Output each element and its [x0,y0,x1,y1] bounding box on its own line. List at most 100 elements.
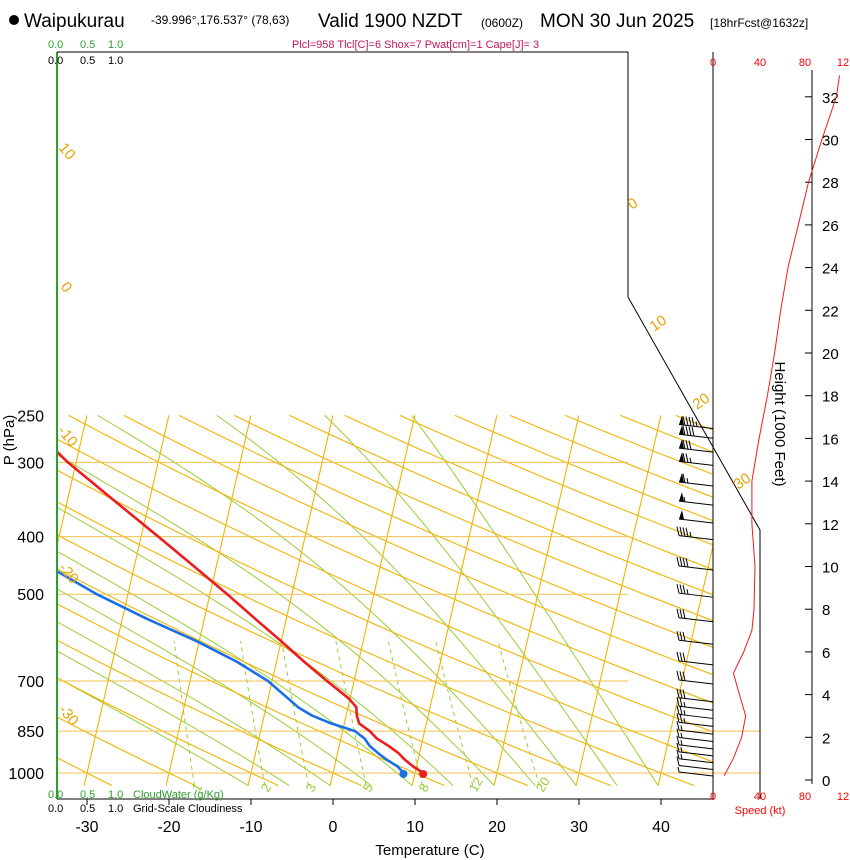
y-tick-label: 1000 [8,766,44,783]
moist-adiabat [57,588,372,786]
mixing-ratio-line [281,641,310,786]
dry-adiabat [178,414,713,648]
height-tick-label: 10 [822,560,839,577]
tropo-slope [627,296,761,799]
dry-adiabat [233,414,713,622]
forecast-date: MON 30 Jun 2025 [540,11,694,32]
mixing-ratio-line [497,641,540,786]
isotherm-line [83,415,170,786]
x-axis-ticks: -30 -20 -10 0 10 20 30 40 [75,799,670,836]
mixing-ratio-line [435,641,474,786]
y-tick-label: 500 [17,587,44,604]
moist-adiabat [97,414,536,786]
wind-barb [678,439,714,453]
cloud-bot-green-0: 0.0 [48,789,63,801]
moist-adiabat [57,506,454,786]
dry-adiabat [454,414,713,522]
height-tick-label: 28 [822,175,839,192]
cloud-bot-black-2: 1.0 [108,803,123,815]
wind-barb [676,720,714,735]
wind-barb [678,452,714,466]
cloud-bot-green-1: 0.5 [80,789,95,801]
y-tick-label: 300 [17,455,44,472]
isotherm-line [657,543,713,786]
cloud-top-black-1: 0.5 [80,55,95,67]
y-tick-label: 400 [17,530,44,547]
height-axis-label: Height (1000 Feet) [771,361,788,486]
height-tick-label: 6 [822,645,830,662]
dry-adiabat [57,534,612,787]
moist-adiabat [57,677,249,787]
location-dot [9,15,19,25]
cloud-scale-bottom: 0.0 0.5 1.0 CloudWater (g/Kg) 0.0 0.5 1.… [48,789,243,815]
dry-adiabat [57,716,196,787]
wind-barb [676,556,714,571]
isobars [57,461,760,774]
wind-barb [676,670,714,685]
cloud-bot-green-2: 1.0 [108,789,123,801]
wind-barb [676,526,714,541]
wind-barb [678,473,714,487]
wind-barb [676,631,714,645]
moist-adiabat [57,454,495,786]
dry-adiabat [620,414,713,453]
dry-adiabat [57,469,713,763]
temperature-line [57,449,424,775]
cloudiness-label: Grid-Scale Cloudiness [133,803,243,815]
theta-labels: 0 10 20 30 [625,195,754,494]
cloud-top-green-0: 0.0 [48,39,63,51]
cloud-top-green-2: 1.0 [108,39,123,51]
stability-indices: Plcl=958 Tlcl[C]=6 Shox=7 Pwat[cm]=1 Cap… [292,39,539,51]
mixing-ratio-line [335,641,367,786]
isotherms [0,415,713,786]
x-tick-label: 0 [329,819,338,836]
dry-adiabat [57,501,695,787]
speed-tick-top: 12 [837,57,849,69]
x-tick-label: -10 [239,819,262,836]
y-tick-label: 700 [17,674,44,691]
height-tick-label: 24 [822,261,839,278]
y-axis-ticks: 250 300 400 500 700 850 1000 [8,408,44,783]
mixing-label: 20 [533,774,553,794]
cloud-top-green-1: 0.5 [80,39,95,51]
theta-label: 30 [731,470,754,493]
height-tick-label: 30 [822,133,839,150]
height-tick-label: 4 [822,688,830,705]
height-tick-label: 0 [822,773,830,790]
isotherm-line [247,415,334,786]
speed-tick-bottom: 40 [754,791,766,803]
x-tick-label: -30 [75,819,98,836]
dry-adiabat [57,438,713,733]
cloud-scale-top: 0.0 0.5 1.0 0.0 0.5 1.0 [48,39,123,67]
moist-adiabat [57,650,290,787]
isotherm-line [329,415,416,786]
dry-adiabat [57,603,445,787]
speed-tick-bottom: 12 [837,791,849,803]
y-tick-label: 850 [17,724,44,741]
isotherm-line [0,415,5,785]
dry-adiabat [399,414,713,546]
dry-adiabat [68,414,713,704]
mixing-label: 3 [303,781,320,795]
dry-adiabat [344,414,713,571]
mixing-label: 12 [466,774,486,794]
mixing-labels: 1 2 3 5 8 12 20 [189,774,553,794]
isotherm-label: -30 [55,702,82,730]
height-tick-label: 14 [822,474,839,491]
wind-barb [676,735,714,750]
moist-adiabat [411,415,659,786]
theta-label: 20 [690,390,713,413]
wind-barb [676,728,714,743]
mixing-ratio-line [387,641,423,786]
isotherm-label: 10 [55,140,79,164]
wind-barb [676,688,714,703]
x-axis-label: Temperature (C) [375,842,484,859]
isotherm-line [165,415,252,786]
cloudwater-label: CloudWater (g/Kg) [133,789,224,801]
isotherm-line [411,415,498,786]
height-tick-label: 16 [822,431,839,448]
wind-barb [676,651,714,666]
isotherm-line [57,415,88,549]
